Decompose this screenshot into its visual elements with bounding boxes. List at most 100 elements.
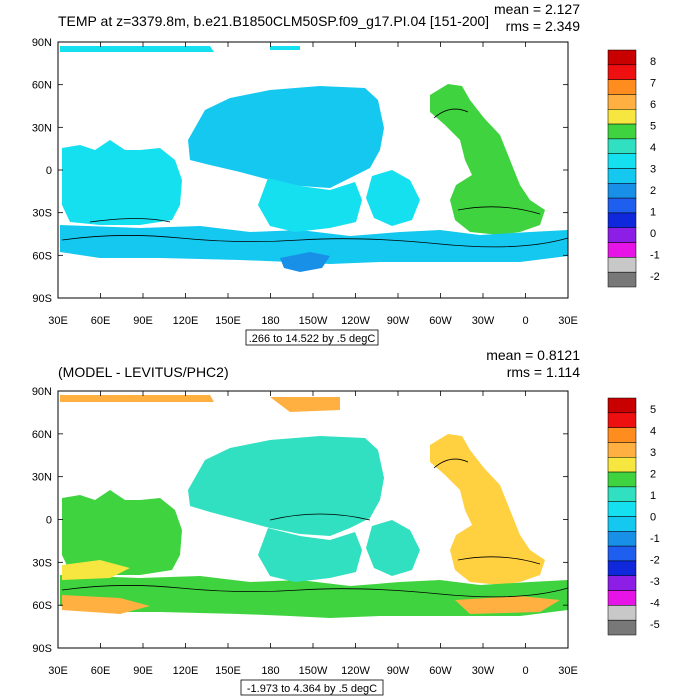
panel-1-contour xyxy=(457,206,541,215)
panel-1-contour xyxy=(433,108,469,119)
lon-tick-label: 150W xyxy=(299,315,328,327)
panel-2-range: -1.973 to 4.364 by .5 degC xyxy=(247,683,377,695)
labelbar-label: 0 xyxy=(650,228,656,240)
panel-2-yellow-patch xyxy=(62,560,130,580)
panel-2-labelbar: 5 4 3 2 1 0 -1 -2 -3 -4 -5 xyxy=(607,397,660,636)
panel-2-indian-ocean xyxy=(62,490,182,575)
labelbar-box xyxy=(607,168,637,184)
lon-tick-label: 90W xyxy=(387,665,410,677)
panel-2-warm-patch xyxy=(455,596,560,614)
lat-tick-label: 90N xyxy=(32,386,52,398)
labelbar-box xyxy=(607,427,637,443)
labelbar-box xyxy=(607,227,637,243)
panel-2-range-box xyxy=(240,679,384,696)
labelbar-label: 4 xyxy=(650,425,656,437)
panel-1-southern-ocean xyxy=(60,225,568,264)
labelbar-box xyxy=(607,412,637,428)
labelbar-box xyxy=(607,212,637,228)
lon-tick-label: 120E xyxy=(173,665,199,677)
lat-tick-label: 30S xyxy=(32,557,52,569)
panel-1-title: TEMP at z=3379.8m, b.e21.B1850CLM50SP.f0… xyxy=(58,13,489,29)
lon-tick-label: 150W xyxy=(299,665,328,677)
panel-2-title: (MODEL - LEVITUS/PHC2) xyxy=(58,364,229,380)
labelbar-label: 8 xyxy=(650,56,656,68)
labelbar-box xyxy=(607,109,637,125)
panel-1-lat-labels: 90N 60N 30N 0 30S 60S 90S xyxy=(32,37,568,305)
lat-tick-label: 0 xyxy=(46,515,52,527)
panel-1-range-box xyxy=(245,329,379,346)
labelbar-box xyxy=(607,545,637,562)
lon-tick-label: 180 xyxy=(261,315,279,327)
lat-tick-label: 90S xyxy=(32,293,52,305)
labelbar-label: 0 xyxy=(650,512,656,524)
labelbar-label: -5 xyxy=(650,619,660,631)
lon-tick-label: 60W xyxy=(429,665,452,677)
panel-1-arctic-ocean xyxy=(60,46,300,52)
labelbar-label: -2 xyxy=(650,555,660,567)
labelbar-box xyxy=(607,516,637,532)
panel-1-rms: rms = 2.349 xyxy=(506,18,581,34)
labelbar-box xyxy=(607,242,637,258)
lat-tick-label: 30S xyxy=(32,208,52,220)
lat-tick-label: 60N xyxy=(32,80,52,92)
labelbar-label: 2 xyxy=(650,185,656,197)
labelbar-box xyxy=(607,605,637,621)
lon-tick-label: 90W xyxy=(387,315,410,327)
lat-tick-label: 60N xyxy=(32,429,52,441)
lon-tick-label: 90E xyxy=(133,315,153,327)
labelbar-label: 1 xyxy=(650,207,656,219)
panel-1: TEMP at z=3379.8m, b.e21.B1850CLM50SP.f0… xyxy=(32,1,660,346)
labelbar-box xyxy=(607,590,637,606)
panel-2-warm-patch xyxy=(62,595,150,614)
labelbar-box xyxy=(607,49,637,66)
lat-tick-label: 60S xyxy=(32,600,52,612)
labelbar-label: 5 xyxy=(650,120,656,132)
lon-tick-label: 30E xyxy=(48,315,68,327)
panel-2: (MODEL - LEVITUS/PHC2) mean = 0.8121 rms… xyxy=(32,347,660,696)
labelbar-label: 3 xyxy=(650,447,656,459)
panel-2-southern-ocean xyxy=(60,575,568,618)
panel-2-contour xyxy=(61,585,569,598)
panel-2-rms: rms = 1.114 xyxy=(507,364,580,380)
lat-tick-label: 90S xyxy=(32,643,52,655)
labelbar-box xyxy=(607,457,637,473)
panel-1-indian-ocean xyxy=(62,140,182,225)
labelbar-box xyxy=(607,560,637,576)
panel-2-contour xyxy=(269,513,371,521)
lon-tick-label: 150E xyxy=(215,315,241,327)
lon-tick-label: 150E xyxy=(215,665,241,677)
lon-tick-label: 30W xyxy=(472,315,495,327)
lat-tick-label: 90N xyxy=(32,37,52,49)
labelbar-label: 7 xyxy=(650,77,656,89)
labelbar-box xyxy=(607,619,637,636)
panel-2-arctic-ocean xyxy=(60,395,340,412)
labelbar-box xyxy=(607,397,637,414)
lon-tick-label: 180 xyxy=(261,665,279,677)
panel-1-pacific-ocean xyxy=(188,86,384,188)
panel-2-map xyxy=(57,390,569,649)
panel-1-range: .266 to 14.522 by .5 degC xyxy=(249,333,376,345)
lon-tick-label: 60W xyxy=(429,315,452,327)
labelbar-box xyxy=(607,138,637,154)
panel-1-deep-patch xyxy=(280,252,330,272)
panel-2-atlantic-ocean xyxy=(430,434,545,585)
lat-tick-label: 60S xyxy=(32,250,52,262)
labelbar-box xyxy=(607,501,637,517)
lon-tick-label: 30W xyxy=(472,665,495,677)
panel-1-contour xyxy=(61,235,569,248)
lon-tick-label: 90E xyxy=(133,665,153,677)
panel-2-mean: mean = 0.8121 xyxy=(486,347,580,363)
labelbar-label: 1 xyxy=(650,490,656,502)
labelbar-label: -3 xyxy=(650,576,660,588)
panel-1-lon-labels: 30E 60E 90E 120E 150E 180 150W 120W 90W 60W 30W 0 30… xyxy=(48,42,578,327)
lon-tick-label: 120W xyxy=(341,315,370,327)
lat-tick-label: 30N xyxy=(32,122,52,134)
panel-2-contour xyxy=(433,458,469,469)
labelbar-box xyxy=(607,486,637,502)
lon-tick-label: 30E xyxy=(558,315,578,327)
lat-tick-label: 30N xyxy=(32,472,52,484)
panel-1-atlantic-ocean xyxy=(430,84,545,235)
labelbar-label: 3 xyxy=(650,164,656,176)
labelbar-label: -2 xyxy=(650,271,660,283)
